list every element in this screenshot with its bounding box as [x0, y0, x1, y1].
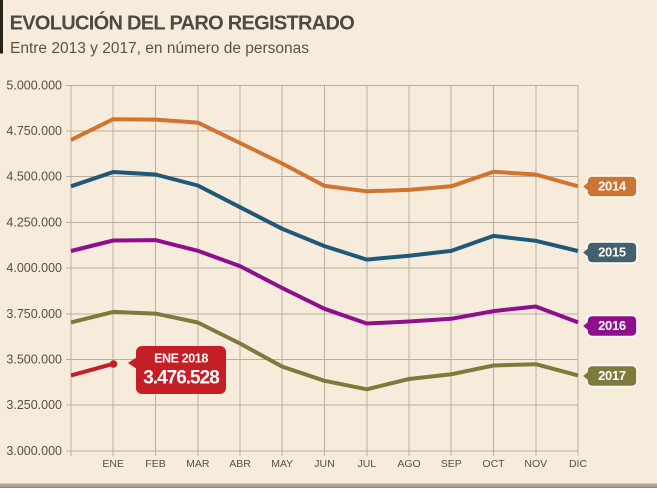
- svg-text:3.750.000: 3.750.000: [6, 307, 62, 321]
- svg-text:3.000.000: 3.000.000: [6, 444, 62, 458]
- svg-text:FEB: FEB: [145, 458, 165, 470]
- svg-text:SEP: SEP: [441, 458, 462, 470]
- svg-text:3.250.000: 3.250.000: [6, 398, 62, 412]
- svg-text:5.000.000: 5.000.000: [6, 78, 62, 92]
- svg-text:2015: 2015: [598, 245, 626, 260]
- svg-text:ENE: ENE: [102, 458, 124, 470]
- svg-text:NOV: NOV: [524, 458, 547, 470]
- svg-text:MAR: MAR: [186, 458, 210, 470]
- svg-text:MAY: MAY: [271, 458, 293, 470]
- svg-text:4.750.000: 4.750.000: [6, 124, 62, 138]
- svg-text:2016: 2016: [598, 318, 626, 333]
- svg-text:Entre 2013 y 2017, en número d: Entre 2013 y 2017, en número de personas: [10, 40, 309, 57]
- svg-text:AGO: AGO: [397, 458, 420, 470]
- svg-text:ENE 2018: ENE 2018: [154, 352, 208, 366]
- svg-text:4.000.000: 4.000.000: [6, 261, 62, 275]
- svg-text:ABR: ABR: [229, 458, 251, 470]
- svg-text:JUN: JUN: [314, 458, 334, 470]
- svg-text:4.500.000: 4.500.000: [6, 170, 62, 184]
- svg-text:2017: 2017: [598, 368, 626, 383]
- svg-text:OCT: OCT: [482, 458, 505, 470]
- svg-text:2014: 2014: [598, 179, 627, 194]
- svg-text:3.500.000: 3.500.000: [6, 353, 62, 367]
- svg-text:4.250.000: 4.250.000: [6, 215, 62, 229]
- svg-text:EVOLUCIÓN DEL PARO REGISTRADO: EVOLUCIÓN DEL PARO REGISTRADO: [10, 10, 355, 34]
- svg-text:DIC: DIC: [569, 458, 588, 470]
- svg-text:3.476.528: 3.476.528: [143, 367, 219, 388]
- svg-text:JUL: JUL: [357, 458, 376, 470]
